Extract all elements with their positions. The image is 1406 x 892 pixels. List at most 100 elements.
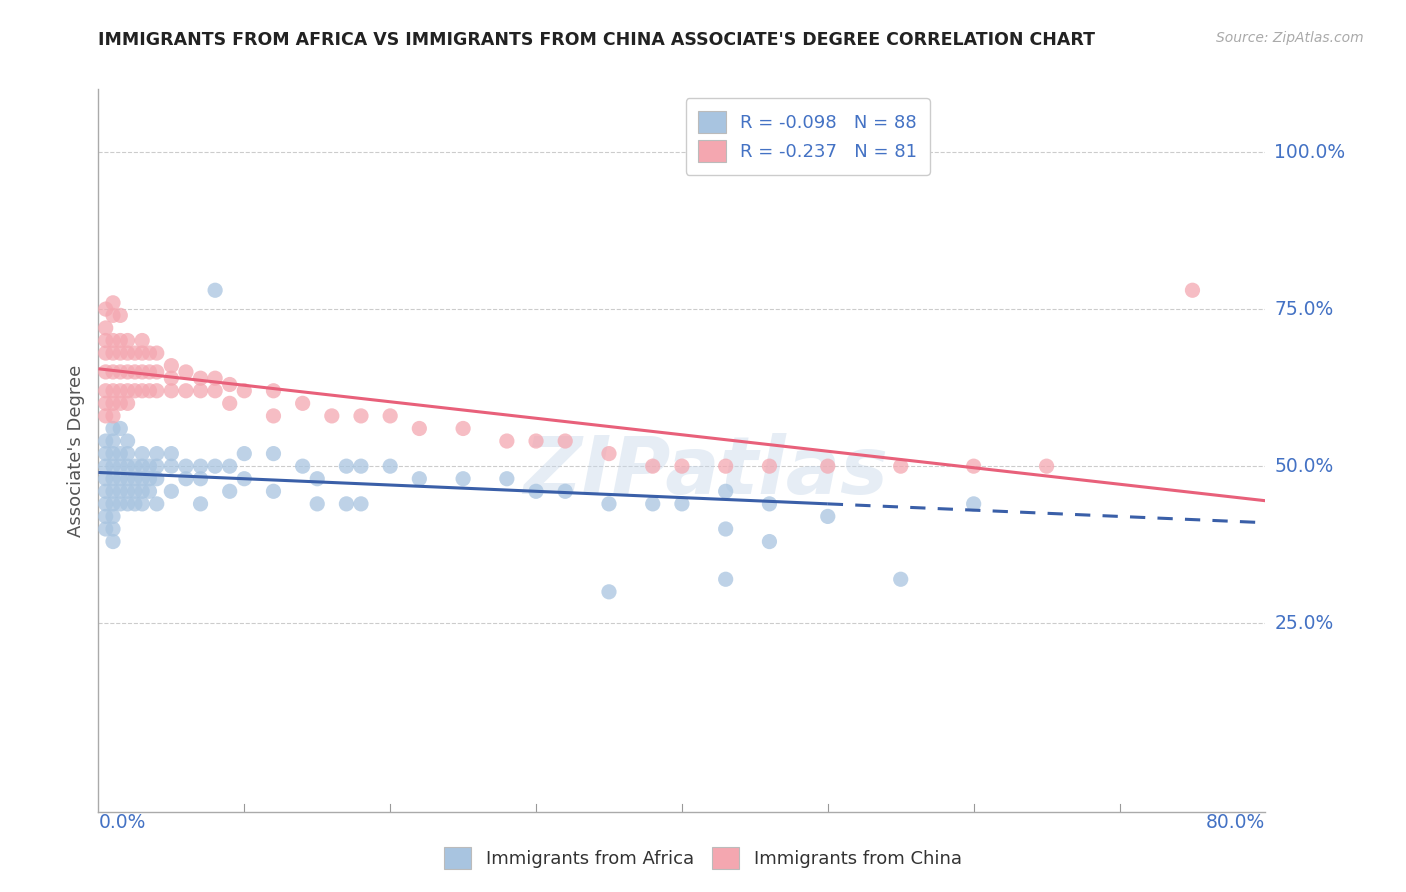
Point — [94, 472, 117, 486]
Point — [408, 421, 430, 435]
Point — [817, 459, 839, 474]
Legend: R = -0.098   N = 88, R = -0.237   N = 81: R = -0.098 N = 88, R = -0.237 N = 81 — [686, 98, 929, 175]
Point — [160, 371, 183, 385]
Text: 80.0%: 80.0% — [1206, 813, 1265, 832]
Point — [496, 434, 519, 448]
Point — [714, 572, 737, 586]
Point — [117, 396, 139, 410]
Point — [233, 384, 256, 398]
Point — [451, 472, 474, 486]
Point — [758, 534, 780, 549]
Point — [671, 497, 693, 511]
Point — [262, 409, 284, 423]
Point — [1035, 459, 1057, 474]
Point — [160, 459, 183, 474]
Point — [190, 459, 212, 474]
Point — [350, 459, 373, 474]
Point — [408, 472, 430, 486]
Point — [131, 334, 153, 348]
Point — [94, 346, 117, 360]
Point — [204, 384, 226, 398]
Text: Source: ZipAtlas.com: Source: ZipAtlas.com — [1216, 31, 1364, 45]
Point — [131, 472, 153, 486]
Point — [962, 497, 984, 511]
Point — [291, 396, 314, 410]
Point — [554, 434, 576, 448]
Text: ZIPatlas: ZIPatlas — [523, 434, 887, 511]
Point — [641, 497, 664, 511]
Legend: Immigrants from Africa, Immigrants from China: Immigrants from Africa, Immigrants from … — [436, 838, 970, 879]
Point — [146, 472, 169, 486]
Text: 0.0%: 0.0% — [98, 813, 146, 832]
Point — [101, 459, 124, 474]
Point — [101, 497, 124, 511]
Point — [218, 396, 240, 410]
Point — [117, 447, 139, 461]
Point — [758, 497, 780, 511]
Point — [218, 377, 240, 392]
Point — [335, 459, 357, 474]
Point — [94, 409, 117, 423]
Point — [110, 459, 132, 474]
Y-axis label: Associate's Degree: Associate's Degree — [66, 364, 84, 537]
Point — [124, 472, 146, 486]
Point — [671, 459, 693, 474]
Point — [218, 459, 240, 474]
Point — [380, 409, 402, 423]
Point — [714, 484, 737, 499]
Point — [94, 497, 117, 511]
Point — [146, 459, 169, 474]
Point — [117, 472, 139, 486]
Point — [117, 365, 139, 379]
Point — [218, 484, 240, 499]
Point — [233, 472, 256, 486]
Point — [117, 459, 139, 474]
Point — [110, 472, 132, 486]
Point — [117, 334, 139, 348]
Point — [138, 365, 160, 379]
Point — [117, 384, 139, 398]
Point — [962, 459, 984, 474]
Point — [110, 334, 132, 348]
Point — [124, 484, 146, 499]
Point — [117, 497, 139, 511]
Point — [262, 384, 284, 398]
Point — [94, 522, 117, 536]
Point — [110, 447, 132, 461]
Point — [110, 309, 132, 323]
Point — [321, 409, 343, 423]
Point — [451, 421, 474, 435]
Point — [146, 384, 169, 398]
Text: 75.0%: 75.0% — [1274, 300, 1333, 318]
Point — [101, 365, 124, 379]
Point — [714, 522, 737, 536]
Point — [110, 346, 132, 360]
Point — [94, 484, 117, 499]
Point — [160, 384, 183, 398]
Point — [138, 384, 160, 398]
Point — [101, 409, 124, 423]
Point — [110, 484, 132, 499]
Point — [890, 572, 912, 586]
Point — [124, 497, 146, 511]
Point — [94, 434, 117, 448]
Point — [131, 447, 153, 461]
Point — [524, 484, 547, 499]
Point — [146, 447, 169, 461]
Point — [146, 365, 169, 379]
Point — [124, 384, 146, 398]
Point — [101, 346, 124, 360]
Point — [101, 434, 124, 448]
Point — [101, 334, 124, 348]
Point — [598, 447, 620, 461]
Text: 25.0%: 25.0% — [1274, 614, 1333, 632]
Point — [350, 497, 373, 511]
Point — [131, 384, 153, 398]
Point — [117, 434, 139, 448]
Point — [160, 359, 183, 373]
Point — [204, 283, 226, 297]
Point — [190, 497, 212, 511]
Point — [204, 371, 226, 385]
Point — [307, 472, 329, 486]
Point — [524, 434, 547, 448]
